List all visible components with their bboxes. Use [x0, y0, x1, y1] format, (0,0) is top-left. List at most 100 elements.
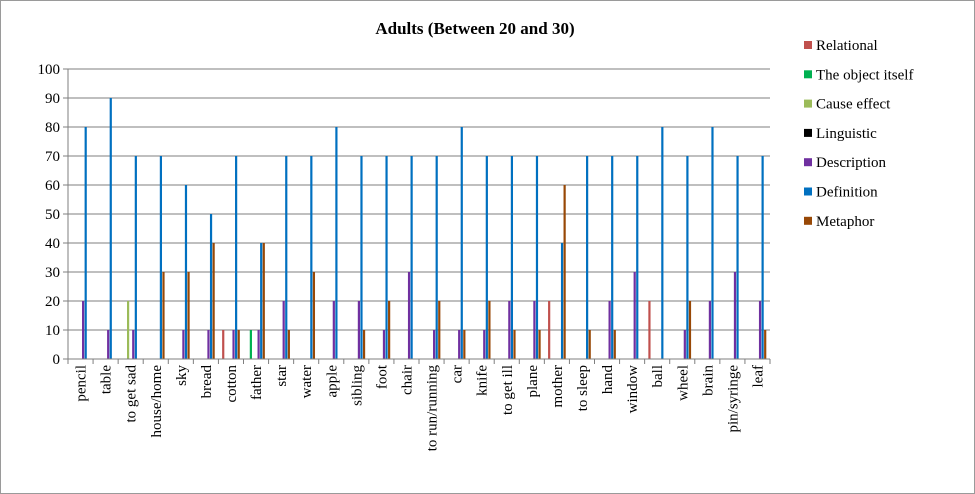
bar [761, 156, 764, 359]
bar [134, 156, 137, 359]
bar [362, 330, 366, 359]
bar [212, 243, 215, 359]
bars [82, 98, 767, 359]
bar [510, 156, 514, 359]
x-category-label: brain [700, 365, 716, 396]
y-tick-label: 0 [53, 352, 61, 368]
bar [260, 243, 263, 359]
legend-label: Description [816, 155, 886, 171]
x-category-label: table [99, 365, 115, 394]
x-category-label: knife [475, 365, 491, 396]
bar [458, 330, 461, 359]
bar [433, 330, 436, 359]
bar [733, 272, 737, 359]
y-tick-label: 30 [45, 265, 60, 281]
x-category-label: wheel [675, 365, 691, 401]
x-category-label: cotton [224, 365, 240, 403]
y-tick-label: 60 [45, 178, 60, 194]
bar [84, 127, 87, 359]
x-category-label: sky [174, 365, 190, 386]
bar [285, 156, 288, 359]
bar [257, 330, 260, 359]
bar [661, 127, 664, 359]
x-category-label: mother [550, 365, 566, 408]
bar [182, 330, 185, 359]
bar [312, 272, 316, 359]
bar [232, 330, 235, 359]
bar [633, 272, 636, 359]
bar [235, 156, 238, 359]
bar [207, 330, 210, 359]
y-tick-label: 100 [38, 62, 61, 78]
x-category-label: chair [399, 365, 415, 395]
x-category-label: leaf [750, 365, 766, 387]
bar [648, 301, 651, 359]
y-tick-label: 90 [45, 91, 60, 107]
bar [82, 301, 85, 359]
bar [287, 330, 290, 359]
x-category-label: hand [600, 365, 616, 395]
x-category-label: father [249, 365, 265, 400]
legend-label: Cause effect [816, 97, 891, 113]
bar [764, 330, 767, 359]
x-category-label: star [274, 365, 290, 387]
bar [222, 330, 225, 359]
bar [249, 330, 252, 359]
bar [488, 301, 491, 359]
bar [132, 330, 135, 359]
bar [310, 156, 313, 359]
x-category-label: to sleep [575, 365, 591, 411]
bar [332, 301, 335, 359]
bar [485, 156, 488, 359]
bar [535, 156, 539, 359]
legend-swatch [804, 41, 812, 49]
bar [107, 330, 110, 359]
bar [438, 301, 441, 359]
y-tick-label: 40 [45, 236, 60, 252]
bar [388, 301, 391, 359]
bar [533, 301, 536, 359]
bar [688, 301, 692, 359]
legend: Relational The object itself Cause effect L… [804, 38, 913, 230]
x-category-label: to get sad [124, 365, 140, 423]
bar [758, 301, 762, 359]
x-category-label: pin/syringe [725, 365, 741, 433]
y-tick-label: 50 [45, 207, 60, 223]
legend-label: The object itself [816, 67, 913, 83]
bar [686, 156, 689, 359]
bar [282, 301, 285, 359]
bar [736, 156, 739, 359]
bar [463, 330, 466, 359]
axes [67, 69, 771, 364]
bar [513, 330, 516, 359]
x-category-label: plane [525, 365, 541, 398]
bar [508, 301, 511, 359]
legend-label: Relational [816, 38, 878, 54]
bar [187, 272, 190, 359]
bar [563, 185, 566, 359]
y-tick-label: 20 [45, 294, 60, 310]
bar [262, 243, 265, 359]
bar [184, 185, 188, 359]
bar [683, 330, 686, 359]
bar [586, 156, 589, 359]
x-axis-labels: pencil table to get sad house/home sky bread c… [74, 364, 767, 451]
x-category-label: window [625, 365, 641, 414]
bar [560, 243, 564, 359]
bar [608, 301, 611, 359]
x-category-label: foot [374, 364, 390, 389]
bar [538, 330, 541, 359]
legend-swatch [804, 99, 812, 108]
x-category-label: to run/running [425, 365, 441, 452]
grid [68, 68, 770, 331]
bar [588, 330, 591, 359]
chart-title: Adults (Between 20 and 30) [375, 19, 574, 38]
legend-label: Linguistic [816, 126, 877, 142]
bar [460, 127, 463, 359]
x-category-label: to get ill [500, 365, 516, 415]
bar [711, 127, 714, 359]
x-category-label: water [299, 365, 315, 398]
legend-label: Metaphor [816, 214, 874, 230]
bar [385, 156, 388, 359]
